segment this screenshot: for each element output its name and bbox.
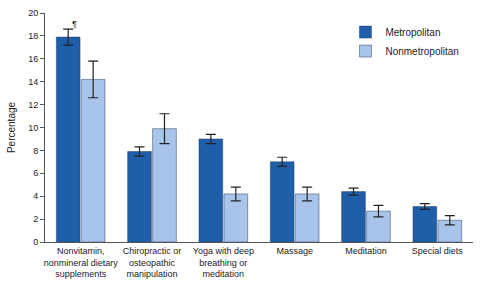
svg-text:Metropolitan: Metropolitan: [385, 27, 440, 38]
svg-text:18: 18: [28, 31, 38, 41]
svg-text:8: 8: [33, 146, 38, 156]
svg-text:Nonmetropolitan: Nonmetropolitan: [385, 46, 458, 57]
svg-text:Meditation: Meditation: [345, 246, 387, 256]
svg-text:¶: ¶: [72, 19, 77, 29]
svg-text:Percentage: Percentage: [6, 101, 17, 153]
svg-text:Massage: Massage: [276, 246, 313, 256]
svg-text:Special diets: Special diets: [412, 246, 464, 256]
svg-text:14: 14: [28, 77, 38, 87]
svg-text:20: 20: [28, 8, 38, 18]
svg-text:4: 4: [33, 191, 38, 201]
svg-text:0: 0: [33, 237, 38, 247]
svg-text:Nonvitamin,nonmineral dietarys: Nonvitamin,nonmineral dietarysupplements: [44, 246, 119, 279]
svg-text:10: 10: [28, 123, 38, 133]
svg-text:Yoga with deepbreathing ormedi: Yoga with deepbreathing ormeditation: [193, 246, 254, 279]
svg-text:16: 16: [28, 54, 38, 64]
svg-text:2: 2: [33, 214, 38, 224]
svg-text:6: 6: [33, 168, 38, 178]
svg-text:12: 12: [28, 100, 38, 110]
svg-text:Chiropractic orosteopathicmani: Chiropractic orosteopathicmanipulation: [123, 246, 182, 279]
